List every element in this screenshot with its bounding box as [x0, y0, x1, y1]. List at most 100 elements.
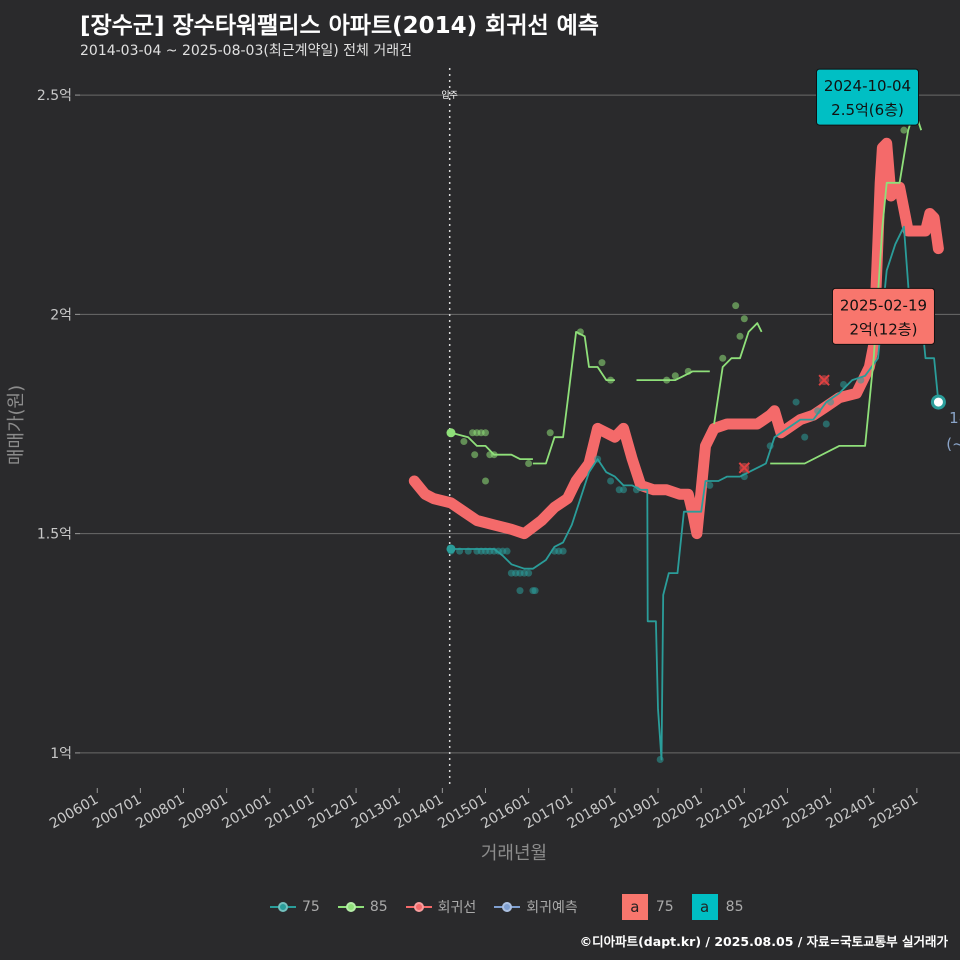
legend-box-letter-85: a: [691, 894, 718, 920]
point-85: [481, 477, 489, 485]
series-line-85: [450, 116, 923, 465]
x-tick-label: 201001: [220, 792, 274, 833]
point-75: [464, 547, 472, 555]
legend: 75 85 회귀선 회귀예측 a 75 a 85: [270, 894, 761, 920]
point-75: [594, 455, 602, 463]
forecast-value: 18,000: [949, 409, 960, 427]
legend-label-regression: 회귀선: [437, 900, 477, 916]
point-85: [663, 376, 671, 384]
x-tick-label: 202301: [780, 792, 834, 833]
legend-label-forecast: 회귀예측: [526, 900, 578, 916]
x-tick-label: 201801: [565, 792, 619, 833]
chart-subtitle: 2014-03-04 ~ 2025-08-03(최근계약일) 전체 거래건: [80, 43, 412, 59]
point-85: [525, 459, 533, 467]
point-85: [598, 359, 606, 367]
x-tick-label: 201401: [392, 792, 446, 833]
point-85: [671, 372, 679, 380]
x-tick-label: 201501: [435, 792, 489, 833]
point-75: [620, 486, 628, 494]
point-75: [656, 755, 664, 763]
first-point-85: [446, 428, 456, 438]
y-tick-label: 2억: [50, 307, 72, 323]
x-axis-ticks: 2006012007012008012009012010012011012012…: [47, 788, 921, 832]
regression-marker-x: [738, 462, 751, 474]
point-85: [736, 332, 744, 340]
x-tick-label: 201901: [608, 792, 662, 833]
x-tick-label: 200601: [47, 792, 101, 833]
annotation-text-85: 2.5억(6층): [831, 101, 904, 119]
x-tick-label: 201301: [349, 792, 403, 833]
y-tick-label: 2.5억: [37, 88, 72, 104]
x-tick-label: 201201: [306, 792, 360, 833]
point-75: [801, 433, 809, 441]
first-point-75: [446, 544, 456, 554]
x-tick-label: 202401: [823, 792, 877, 833]
point-75: [814, 407, 822, 415]
x-tick-label: 202501: [867, 792, 921, 833]
move-in-line: 입주: [441, 68, 458, 788]
annotation-text-75: 2억(12층): [850, 320, 918, 338]
point-75: [632, 486, 640, 494]
y-tick-label: 1억: [50, 746, 72, 762]
series-lines: [408, 116, 944, 761]
annotation-date-85: 2024-10-04: [824, 77, 911, 95]
y-tick-label: 1.5억: [37, 527, 72, 543]
point-75: [706, 481, 714, 489]
annotation-box-85: [816, 68, 920, 126]
point-85: [471, 451, 479, 459]
point-75: [503, 547, 511, 555]
point-75: [822, 420, 830, 428]
x-tick-label: 201701: [521, 792, 575, 833]
legend-box-75: a 75: [621, 894, 674, 920]
move-in-label: 입주: [441, 89, 458, 101]
point-75: [525, 569, 533, 577]
point-85: [740, 315, 748, 323]
point-75: [766, 442, 774, 450]
legend-item-regression: 회귀선: [405, 897, 477, 917]
point-85: [490, 451, 498, 459]
legend-item-forecast: 회귀예측: [494, 897, 578, 917]
y-axis-label: 매매가(원): [6, 385, 27, 465]
x-tick-label: 202001: [651, 792, 705, 833]
point-85: [546, 429, 554, 437]
point-75: [740, 473, 748, 481]
x-tick-label: 200701: [90, 792, 144, 833]
point-85: [460, 438, 468, 446]
point-85: [732, 302, 740, 310]
point-75: [827, 398, 835, 406]
regression-marker-x: [818, 374, 830, 386]
x-tick-label: 202201: [737, 792, 791, 833]
legend-box-label-85: 85: [725, 899, 744, 915]
chart-title: [장수군] 장수타워팰리스 아파트(2014) 회귀선 예측: [80, 13, 599, 39]
point-75: [516, 587, 524, 595]
annotation-date-75: 2025-02-19: [840, 296, 927, 314]
x-tick-label: 200901: [176, 792, 230, 833]
point-75: [840, 381, 848, 389]
point-85: [607, 376, 615, 384]
forecast-point: [930, 394, 946, 410]
legend-item-75: 75: [270, 897, 320, 917]
forecast-area: (~75㎡): [946, 435, 960, 453]
legend-item-85: 85: [337, 897, 388, 917]
point-85: [900, 126, 908, 134]
legend-box-label-75: 75: [655, 899, 674, 915]
x-axis-label: 거래년월: [481, 843, 547, 864]
x-tick-label: 202101: [694, 792, 748, 833]
point-75: [456, 547, 464, 555]
point-85: [481, 429, 489, 437]
x-tick-label: 200801: [133, 792, 187, 833]
point-75: [607, 477, 615, 485]
annotation-box-75: [831, 287, 935, 345]
point-75: [792, 398, 800, 406]
point-85: [576, 328, 584, 336]
regression-line: [408, 137, 944, 540]
point-75: [559, 547, 567, 555]
legend-box-85: a 85: [691, 894, 744, 920]
point-75: [857, 376, 865, 384]
x-tick-label: 201101: [263, 792, 317, 833]
legend-label-75: 75: [302, 899, 320, 915]
point-75: [531, 587, 539, 595]
point-85: [719, 354, 727, 362]
footer-credit: ©디아파트(dapt.kr) / 2025.08.05 / 자료=국토교통부 실…: [579, 934, 948, 949]
